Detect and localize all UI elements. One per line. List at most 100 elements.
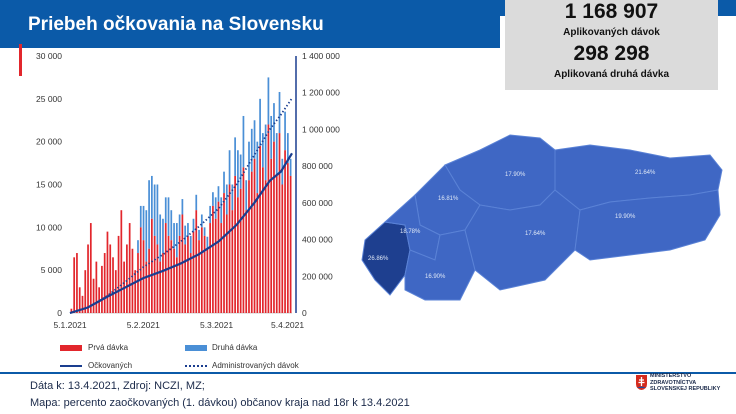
first-dose-bar — [151, 218, 153, 313]
legend-first-dose-label: Prvá dávka — [88, 343, 129, 352]
first-dose-bar — [264, 180, 267, 313]
slovak-emblem-icon — [636, 375, 647, 390]
first-dose-bar — [184, 244, 187, 313]
second-dose-bar — [151, 175, 153, 219]
second-dose-bar — [189, 235, 192, 254]
map-label-za: 17.90% — [505, 172, 526, 178]
first-dose-bar — [170, 240, 173, 313]
vaccination-chart: 0 5 000 10 000 15 000 20 000 25 000 30 000 0 200… — [36, 51, 340, 330]
second-dose-bar — [203, 227, 206, 236]
y-right-tick-label: 200 000 — [302, 271, 333, 281]
first-dose-bar — [200, 227, 203, 313]
first-dose-bar — [228, 184, 231, 313]
footer-map-note: Mapa: percento zaočkovaných (1. dávkou) … — [30, 397, 410, 409]
second-dose-bar — [173, 223, 175, 249]
page-title: Priebeh očkovania na Slovensku — [28, 14, 324, 35]
first-dose-bar — [76, 253, 78, 313]
y-right-tick-label: 800 000 — [302, 161, 333, 171]
footer-source: Dáta k: 13.4.2021, Zdroj: NCZI, MZ; — [30, 380, 205, 392]
first-dose-bar — [281, 184, 284, 313]
second-dose-bar — [139, 205, 142, 228]
map-label-nr: 16.90% — [425, 274, 446, 280]
first-dose-bar — [187, 235, 189, 313]
first-dose-bar — [178, 235, 181, 313]
second-dose-bar — [253, 120, 256, 159]
map-label-bb: 17.64% — [525, 231, 546, 237]
second-dose-bar — [225, 184, 228, 215]
first-dose-bar — [131, 248, 134, 313]
slovakia-region-map: 26.86% 18.78% 16.81% 16.90% 17.90% 17.64… — [361, 134, 723, 301]
map-label-ba: 26.86% — [368, 256, 389, 262]
stats-box: 1 168 907 Aplikovaných dávok 298 298 Apl… — [505, 0, 718, 90]
y-left-tick-label: 15 000 — [36, 180, 62, 190]
y-left-tick-label: 5 000 — [41, 265, 63, 275]
red-accent-bar — [19, 44, 22, 76]
first-dose-bar — [92, 278, 95, 313]
x-tick-label: 5.4.2021 — [271, 320, 304, 330]
y-right-tick-label: 400 000 — [302, 235, 333, 245]
map-label-tn: 16.81% — [438, 196, 459, 202]
second-dose-bar — [256, 141, 259, 194]
second-dose-bar — [206, 236, 209, 249]
legend-vaccinated-label: Očkovaných — [88, 361, 133, 370]
second-dose-bar — [278, 91, 281, 134]
y-left-tick-label: 20 000 — [36, 137, 62, 147]
second-dose-bar — [164, 197, 167, 224]
second-dose-bar — [239, 154, 242, 189]
second-dose-bar — [148, 180, 150, 249]
first-dose-bar — [192, 231, 195, 313]
y-left-tick-label: 30 000 — [36, 51, 62, 61]
first-dose-bar — [198, 240, 200, 313]
first-dose-bar — [250, 171, 253, 313]
second-dose-bar — [162, 218, 164, 254]
first-dose-bar — [262, 167, 264, 313]
first-dose-bar — [220, 223, 223, 313]
second-dose-bar — [153, 184, 156, 236]
legend-admin-swatch — [185, 365, 207, 367]
first-dose-bar — [256, 193, 259, 313]
applied-doses-label: Aplikovaných dávok — [563, 27, 660, 38]
first-dose-bar — [84, 270, 87, 313]
y-left-tick-label: 25 000 — [36, 94, 62, 104]
first-dose-bar — [286, 163, 289, 313]
first-dose-bar — [253, 158, 256, 313]
first-dose-bar — [103, 253, 106, 313]
second-doses-value: 298 298 — [573, 42, 650, 65]
second-dose-bar — [178, 214, 181, 236]
first-dose-bar — [289, 175, 292, 313]
second-dose-bar — [214, 197, 217, 219]
second-dose-bar — [270, 115, 273, 159]
first-dose-bar — [117, 235, 120, 313]
legend-second-dose-label: Druhá dávka — [212, 343, 258, 352]
first-dose-bar — [70, 308, 73, 313]
x-tick-label: 5.1.2021 — [53, 320, 86, 330]
first-dose-bar — [101, 265, 103, 313]
first-dose-bar — [214, 218, 217, 313]
y-right-tick-label: 1 000 000 — [302, 124, 340, 134]
first-dose-bar — [73, 257, 76, 313]
first-dose-bar — [175, 257, 178, 313]
second-dose-bar — [284, 111, 286, 151]
y-right-tick-label: 1 200 000 — [302, 88, 340, 98]
first-dose-bar — [206, 248, 209, 313]
first-dose-bar — [231, 210, 234, 313]
first-dose-bar — [223, 193, 225, 313]
first-dose-bar — [259, 145, 261, 313]
second-dose-bar — [192, 218, 195, 232]
first-dose-bar — [126, 244, 128, 313]
y-left-tick-label: 10 000 — [36, 222, 62, 232]
first-dose-bar — [134, 270, 137, 313]
first-dose-bar — [195, 210, 198, 313]
second-dose-bar — [289, 158, 292, 176]
second-dose-bar — [167, 197, 170, 236]
map-label-tt: 18.78% — [400, 229, 421, 235]
second-dose-bar — [231, 184, 234, 211]
ministry-logo-text: MINISTERSTVO ZDRAVOTNÍCTVA SLOVENSKEJ RE… — [650, 373, 721, 392]
second-dose-bar — [264, 124, 267, 181]
second-doses-label: Aplikovaná druhá dávka — [553, 69, 670, 80]
first-dose-bar — [203, 235, 206, 313]
second-dose-bar — [248, 141, 250, 181]
first-dose-bar — [167, 235, 170, 313]
first-dose-bar — [81, 295, 84, 313]
first-dose-bar — [109, 244, 112, 313]
